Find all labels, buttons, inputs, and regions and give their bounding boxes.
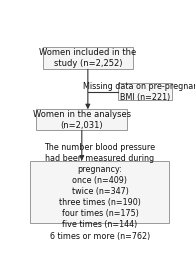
- FancyBboxPatch shape: [118, 83, 173, 100]
- Text: The number blood pressure
had been measured during
pregnancy:
once (n=409)
twice: The number blood pressure had been measu…: [44, 143, 155, 241]
- FancyBboxPatch shape: [36, 109, 127, 130]
- Text: Women included in the
study (n=2,252): Women included in the study (n=2,252): [39, 48, 136, 68]
- FancyBboxPatch shape: [30, 161, 169, 222]
- Text: Missing data on pre-pregnancy
BMI (n=221): Missing data on pre-pregnancy BMI (n=221…: [83, 82, 195, 102]
- FancyBboxPatch shape: [43, 47, 133, 69]
- Text: Women in the analyses
(n=2,031): Women in the analyses (n=2,031): [33, 110, 131, 130]
